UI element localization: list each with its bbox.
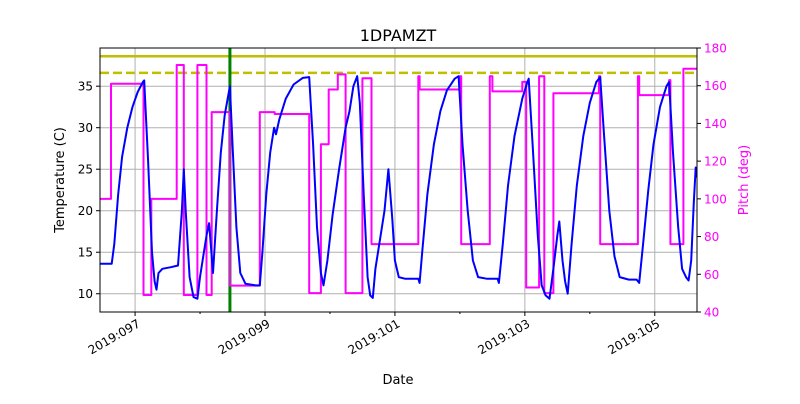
y2-tick-label: 160 (704, 79, 727, 93)
x-tick-label: 2019:101 (346, 316, 403, 357)
pitch-line (100, 64, 697, 296)
x-tick-label: 2019:105 (605, 316, 662, 357)
y2-tick-label: 120 (704, 155, 727, 169)
y2-tick-label: 140 (704, 117, 727, 131)
grid (100, 48, 697, 312)
y2-tick-label: 100 (704, 192, 727, 206)
x-tick-label: 2019:097 (86, 316, 143, 357)
y-tick-label: 15 (78, 246, 93, 260)
y2-tick-label: 80 (704, 230, 719, 244)
chart-title: 1DPAMZT (360, 26, 437, 45)
plot-border (99, 47, 698, 313)
y-axis-left: 10 15 20 25 30 35 (78, 80, 100, 301)
temperature-line (100, 75, 697, 300)
x-tick-label: 2019:099 (216, 316, 273, 357)
x-tick-label: 2019:103 (476, 316, 533, 357)
y-tick-label: 35 (78, 80, 93, 94)
y-tick-label: 10 (78, 287, 93, 301)
y-tick-label: 30 (78, 121, 93, 135)
y-tick-label: 25 (78, 163, 93, 177)
y-tick-label: 20 (78, 204, 93, 218)
y-axis-label: Temperature (C) (53, 127, 68, 234)
data-series (100, 64, 697, 300)
x-axis: 2019:097 2019:099 2019:101 2019:103 2019:105 (86, 312, 662, 357)
y2-tick-label: 40 (704, 306, 719, 320)
y2-tick-label: 180 (704, 42, 727, 56)
plot-frame (99, 47, 698, 313)
y-axis-right: 40 60 80 100 120 140 160 180 (697, 42, 727, 320)
y2-tick-label: 60 (704, 268, 719, 282)
y2-axis-label: Pitch (deg) (737, 145, 752, 215)
x-axis-label: Date (382, 373, 413, 388)
